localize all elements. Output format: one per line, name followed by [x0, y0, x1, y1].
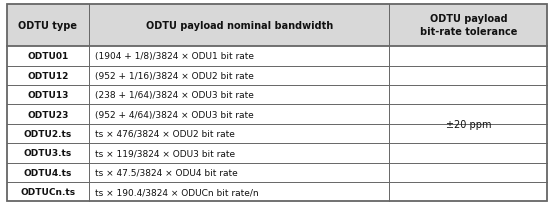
Text: ODTU23: ODTU23: [27, 110, 69, 119]
Bar: [7, 85, 547, 105]
Bar: [7, 124, 547, 144]
Bar: [7, 47, 547, 66]
Text: ODTU payload
bit-rate tolerance: ODTU payload bit-rate tolerance: [420, 14, 517, 37]
Text: ODTU13: ODTU13: [27, 91, 69, 100]
Bar: [7, 182, 547, 201]
Text: ODTU2.ts: ODTU2.ts: [24, 129, 72, 138]
Text: ±20 ppm: ±20 ppm: [445, 119, 491, 129]
Text: ODTU3.ts: ODTU3.ts: [24, 149, 72, 158]
Text: ts × 47.5/3824 × ODU4 bit rate: ts × 47.5/3824 × ODU4 bit rate: [95, 168, 238, 177]
Text: ts × 476/3824 × ODU2 bit rate: ts × 476/3824 × ODU2 bit rate: [95, 129, 235, 138]
Bar: [7, 66, 547, 85]
Text: ODTU01: ODTU01: [27, 52, 68, 61]
Text: ts × 119/3824 × ODU3 bit rate: ts × 119/3824 × ODU3 bit rate: [95, 149, 235, 158]
Text: (238 + 1/64)/3824 × ODU3 bit rate: (238 + 1/64)/3824 × ODU3 bit rate: [95, 91, 254, 100]
Text: (1904 + 1/8)/3824 × ODU1 bit rate: (1904 + 1/8)/3824 × ODU1 bit rate: [95, 52, 254, 61]
Bar: [7, 163, 547, 182]
Text: ODTU type: ODTU type: [18, 21, 77, 31]
Bar: [7, 105, 547, 124]
Text: (952 + 4/64)/3824 × ODU3 bit rate: (952 + 4/64)/3824 × ODU3 bit rate: [95, 110, 254, 119]
Text: ts × 190.4/3824 × ODUCn bit rate/n: ts × 190.4/3824 × ODUCn bit rate/n: [95, 187, 259, 196]
Text: ODTUCn.ts: ODTUCn.ts: [20, 187, 75, 196]
Bar: [7, 144, 547, 163]
Text: (952 + 1/16)/3824 × ODU2 bit rate: (952 + 1/16)/3824 × ODU2 bit rate: [95, 71, 254, 80]
Text: ODTU payload nominal bandwidth: ODTU payload nominal bandwidth: [146, 21, 333, 31]
Text: ODTU12: ODTU12: [27, 71, 69, 80]
Text: ODTU4.ts: ODTU4.ts: [24, 168, 72, 177]
Bar: [7, 5, 547, 47]
